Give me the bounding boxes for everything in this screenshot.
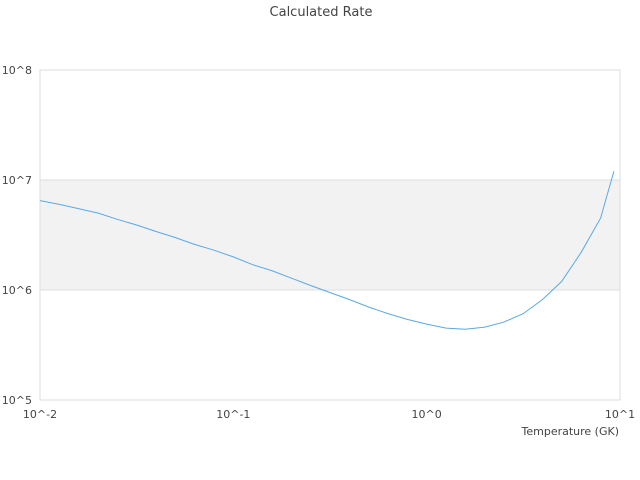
series-line (39, 171, 615, 330)
plot-area (39, 69, 621, 401)
plot-bands (40, 180, 620, 290)
y-tick-label: 10^8 (2, 64, 32, 77)
x-axis-ticks: 10^-2 10^-1 10^0 10^1 (23, 408, 635, 421)
x-axis-label: Temperature (GK) (521, 425, 620, 438)
y-tick-label: 10^6 (2, 284, 32, 297)
x-tick-label: 10^0 (412, 408, 442, 421)
x-tick-label: 10^1 (605, 408, 635, 421)
y-tick-label: 10^7 (2, 174, 32, 187)
y-tick-label: 10^5 (2, 394, 32, 407)
y-axis-ticks: 10^5 10^6 10^7 10^8 (2, 64, 32, 407)
plot-band (40, 180, 620, 290)
x-tick-label: 10^-2 (23, 408, 57, 421)
x-tick-label: 10^-1 (216, 408, 250, 421)
chart-title: Calculated Rate (270, 5, 373, 20)
